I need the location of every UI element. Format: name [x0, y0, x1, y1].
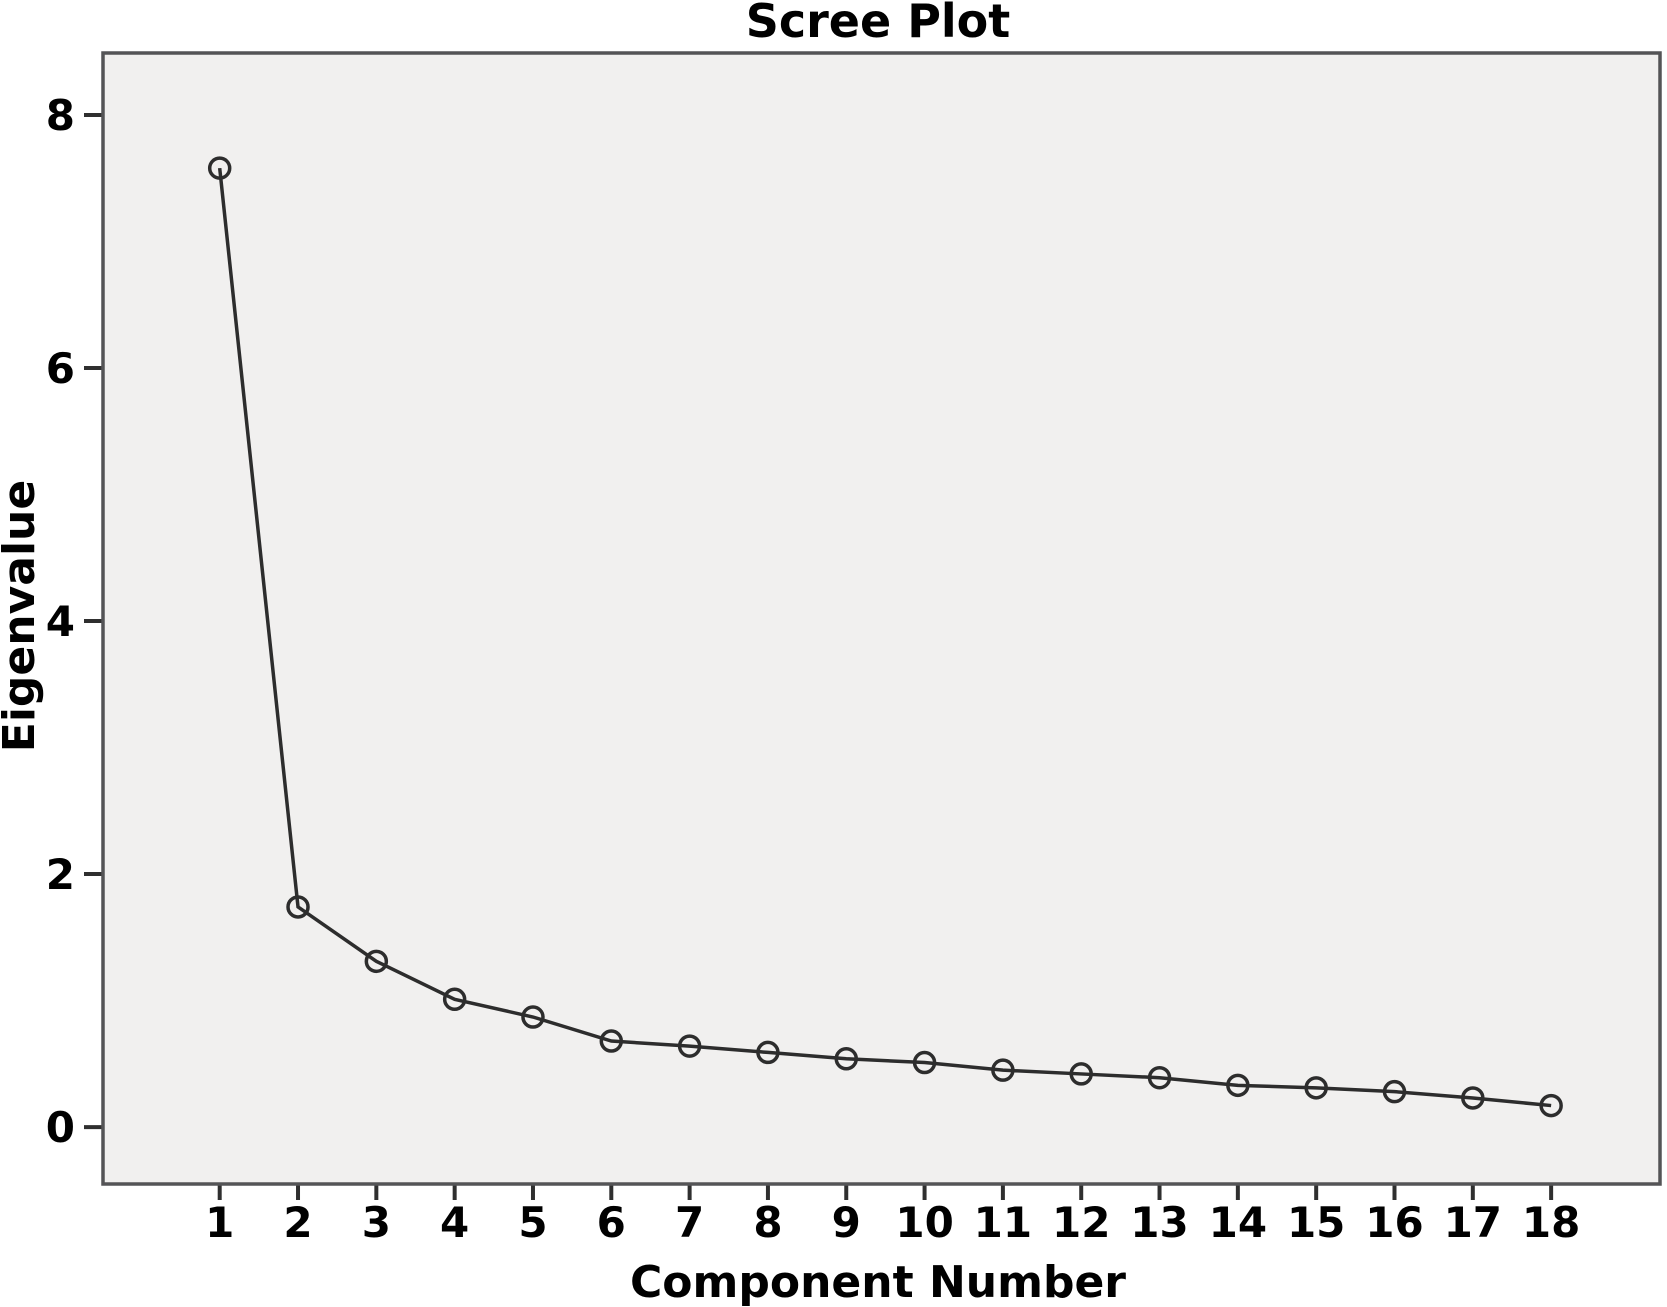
x-tick-label: 8: [753, 1198, 782, 1247]
data-point: [1226, 1073, 1250, 1098]
data-point: [207, 156, 232, 180]
data-point: [1461, 1086, 1485, 1110]
x-axis-title: Component Number: [630, 1257, 1126, 1307]
data-point: [442, 987, 467, 1012]
x-tick-label: 16: [1365, 1198, 1423, 1247]
x-tick-label: 2: [283, 1198, 312, 1247]
data-point: [599, 1029, 624, 1053]
data-point: [1069, 1062, 1093, 1086]
x-tick-label: 10: [895, 1198, 953, 1247]
x-tick-label: 18: [1522, 1198, 1580, 1247]
x-tick-label: 6: [597, 1198, 626, 1247]
x-tick-label: 4: [440, 1198, 469, 1247]
data-series-line: [217, 167, 1552, 1108]
x-tick-label: 13: [1130, 1198, 1188, 1247]
data-point: [677, 1034, 702, 1058]
x-tick-label: 9: [832, 1198, 861, 1247]
data-point: [756, 1040, 780, 1065]
y-tick-label: 8: [46, 91, 75, 140]
x-tick-label: 1: [205, 1198, 234, 1247]
y-axis-title: Eigenvalue: [0, 480, 45, 752]
x-tick-label: 5: [518, 1198, 547, 1247]
data-point: [1382, 1079, 1407, 1104]
data-point: [912, 1050, 937, 1075]
x-tick-label: 3: [362, 1198, 391, 1247]
x-tick-label: 12: [1052, 1198, 1110, 1247]
x-tick-label: 11: [974, 1198, 1032, 1247]
x-tick-label: 15: [1287, 1198, 1345, 1247]
x-tick-label: 17: [1444, 1198, 1502, 1247]
data-point: [1147, 1065, 1172, 1090]
data-point: [364, 949, 389, 974]
y-tick-label: 2: [46, 850, 75, 899]
x-tick-label: 7: [675, 1198, 704, 1247]
plot-frame: [101, 51, 1662, 1186]
y-tick-label: 6: [46, 344, 75, 393]
y-tick-label: 0: [46, 1103, 75, 1152]
chart-title: Scree Plot: [746, 0, 1011, 48]
data-point: [834, 1047, 859, 1071]
data-point: [521, 1005, 545, 1029]
data-point: [991, 1058, 1015, 1082]
data-point: [286, 895, 310, 919]
x-tick-label: 14: [1209, 1198, 1267, 1247]
data-point: [1539, 1093, 1563, 1118]
data-point: [1304, 1076, 1328, 1100]
plot-area: [103, 53, 1660, 1184]
y-tick-label: 4: [46, 597, 75, 646]
